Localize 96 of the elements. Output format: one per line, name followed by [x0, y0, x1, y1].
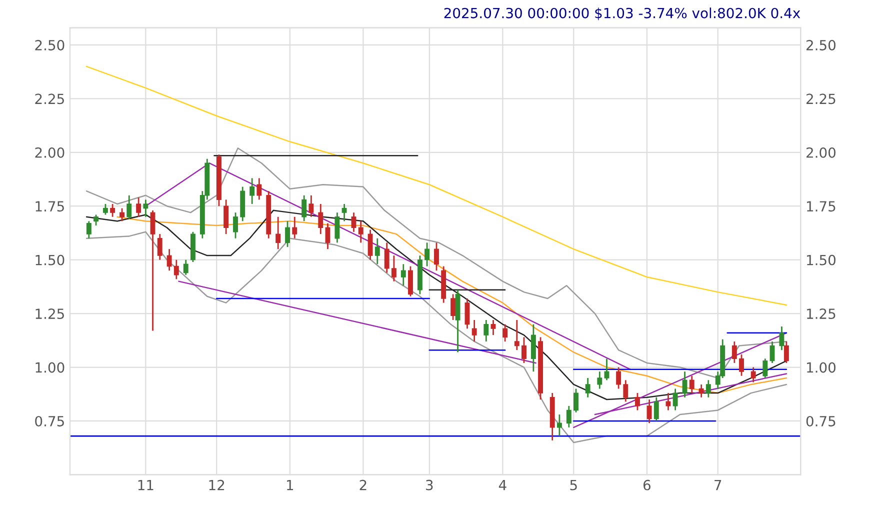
- candlestick: [597, 370, 602, 390]
- candlestick: [635, 392, 640, 411]
- candlestick: [530, 324, 536, 372]
- candlestick: [464, 298, 470, 330]
- x-tick-label: 7: [714, 480, 722, 490]
- candlestick: [672, 388, 678, 411]
- candlestick: [522, 336, 526, 364]
- text: 2025.07.30 00:00:00 $1.03 -3.74% vol:802.0K 0.4x: [444, 8, 800, 20]
- candlestick: [706, 379, 711, 398]
- candlestick: [94, 214, 98, 226]
- candlestick: [739, 354, 744, 377]
- candlestick: [150, 210, 156, 332]
- candlestick: [351, 212, 356, 233]
- candlestick: [86, 220, 92, 240]
- x-tick-label: 6: [643, 480, 650, 490]
- y2-tick-label: 0.75: [806, 416, 836, 426]
- candlestick: [616, 366, 622, 390]
- candlestick: [698, 384, 704, 398]
- candlestick: [143, 198, 148, 218]
- candlestick: [120, 208, 124, 222]
- x-tick-label: 12: [209, 480, 224, 490]
- x-tick-label: 1: [287, 480, 294, 490]
- candlestick: [325, 222, 330, 250]
- candlestick: [256, 177, 262, 200]
- candlestick: [556, 414, 562, 437]
- candlestick: [408, 266, 413, 298]
- candlestick: [604, 358, 610, 381]
- y-tick-label: 2.00: [35, 147, 64, 158]
- candlestick: [136, 196, 142, 218]
- candlestick: [484, 319, 489, 342]
- candlestick: [784, 340, 789, 364]
- y-tick-label: 2.50: [35, 40, 64, 50]
- candlestick: [434, 242, 439, 272]
- candlestick: [157, 233, 162, 261]
- candlestick: [732, 340, 737, 364]
- y-tick-label: 1.75: [36, 201, 64, 212]
- candlestick: [374, 238, 380, 265]
- candlestick: [689, 375, 694, 394]
- candlestick: [318, 203, 324, 235]
- candlestick: [666, 392, 671, 411]
- candlestick: [566, 405, 572, 428]
- y-tick-label: 1.50: [36, 254, 64, 266]
- candlestick: [646, 398, 652, 424]
- candlestick: [424, 242, 430, 267]
- candlestick: [391, 254, 396, 282]
- y-tick-label: 1.25: [36, 308, 64, 320]
- candlestick: [224, 198, 229, 235]
- x-tick-label: 5: [570, 480, 577, 490]
- candlestick: [770, 340, 775, 364]
- candlestick: [585, 377, 590, 398]
- candlestick: [250, 177, 255, 205]
- candlestick: [472, 319, 477, 342]
- y2-tick-label: 1.00: [807, 362, 836, 373]
- candlestick: [502, 324, 508, 342]
- candlestick: [358, 220, 364, 244]
- candlestick: [490, 319, 496, 336]
- candlestick: [334, 212, 340, 244]
- candlestick: [623, 379, 628, 402]
- x-tick-label: 2: [360, 480, 366, 490]
- candlestick: [400, 263, 406, 286]
- candlestick: [750, 366, 756, 383]
- candlestick: [285, 220, 290, 248]
- candlestick: [166, 248, 172, 272]
- candlestick: [368, 229, 373, 261]
- y-tick-label: 2.25: [35, 94, 64, 104]
- candlestick: [308, 194, 314, 218]
- x-tick-label: 3: [426, 480, 433, 490]
- y-tick-label: 1.00: [36, 362, 64, 373]
- candlestick: [302, 194, 307, 222]
- y2-tick-label: 2.25: [806, 94, 836, 104]
- x-tick-label: 4: [498, 480, 506, 490]
- y2-tick-label: 2.00: [806, 147, 836, 158]
- candlestick: [762, 358, 768, 379]
- y2-tick-label: 2.50: [806, 40, 836, 50]
- candlestick: [682, 370, 688, 398]
- candlestick: [574, 388, 578, 414]
- candlestick: [126, 194, 132, 220]
- y2-tick-label: 1.50: [807, 254, 836, 266]
- candlestick: [276, 216, 281, 250]
- candlestick: [102, 203, 108, 216]
- line-series: [86, 66, 788, 306]
- candlestick: [514, 319, 520, 351]
- candlestick: [654, 396, 659, 422]
- candlestick: [292, 216, 298, 240]
- candlestick: [183, 259, 188, 276]
- candlestick: [384, 242, 390, 274]
- candlestick: [450, 294, 456, 321]
- candlestick: [174, 259, 179, 280]
- candlestick: [233, 212, 238, 240]
- candlestick: [110, 203, 116, 218]
- candlestick: [342, 203, 347, 222]
- y2-tick-label: 1.75: [807, 201, 836, 212]
- candlestick: [779, 326, 784, 351]
- y2-tick-label: 1.25: [807, 308, 836, 320]
- y-tick-label: 0.75: [35, 416, 64, 426]
- x-tick-label: 11: [138, 480, 154, 490]
